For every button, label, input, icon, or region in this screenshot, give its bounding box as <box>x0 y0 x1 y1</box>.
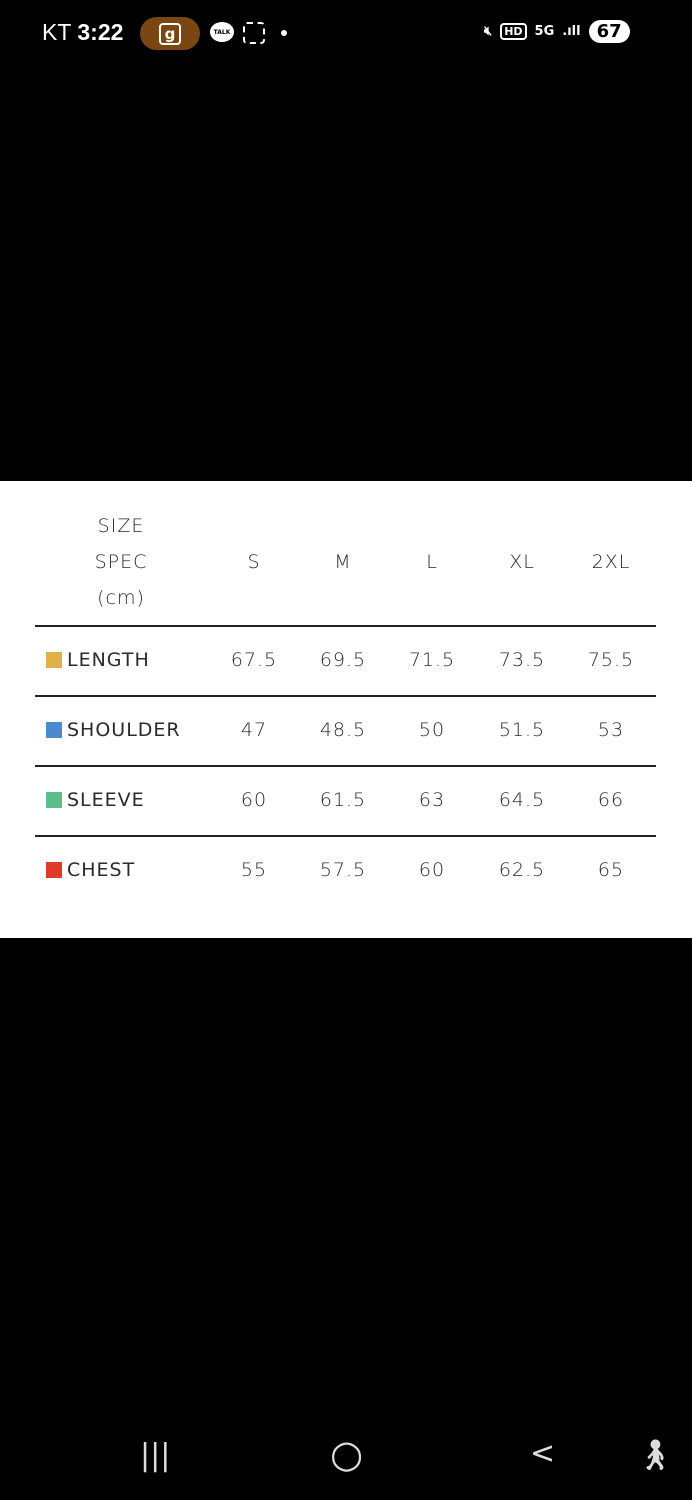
hd-voice-icon: HD <box>500 23 527 40</box>
row-label: SHOULDER <box>67 719 181 741</box>
carrier: KT <box>42 19 71 45</box>
size-header: 2XL <box>591 551 631 573</box>
home-button[interactable]: ○ <box>330 1432 364 1476</box>
spec-header: SIZE <box>97 515 145 537</box>
recents-button[interactable]: ||| <box>140 1438 171 1473</box>
status-bar: KT 3:22 g TALK 🔇︎ HD 5G .ıll 67 <box>0 0 692 66</box>
table-cell: 75.5 <box>587 649 635 671</box>
table-cell: 60 <box>240 789 268 811</box>
back-button[interactable]: < <box>530 1436 556 1471</box>
size-chart: SIZE SPEC (cm) S M L XL 2XL LENGTH 67.5 69.5 71.5 73… <box>0 481 692 938</box>
table-cell: 57.5 <box>319 859 367 881</box>
table-cell: 65 <box>597 859 625 881</box>
signal-icon: .ıll <box>562 24 581 39</box>
clock: 3:22 <box>77 19 124 45</box>
battery-icon: 67 <box>588 20 630 43</box>
size-header: M <box>334 551 352 573</box>
table-cell: 62.5 <box>498 859 546 881</box>
color-swatch <box>46 862 62 878</box>
color-swatch <box>46 652 62 668</box>
size-header: S <box>247 551 261 573</box>
row-divider <box>35 835 656 837</box>
table-cell: 69.5 <box>319 649 367 671</box>
spec-header: (cm) <box>97 587 145 609</box>
table-cell: 55 <box>240 859 268 881</box>
network-5g-icon: 5G <box>534 24 555 39</box>
table-cell: 66 <box>597 789 625 811</box>
size-header: XL <box>509 551 535 573</box>
table-cell: 63 <box>418 789 446 811</box>
more-notifications-dot-icon <box>281 30 287 36</box>
navigation-bar: ||| ○ < 🚶︎ <box>0 1432 692 1480</box>
table-cell: 73.5 <box>498 649 546 671</box>
screenshot-icon <box>243 22 265 44</box>
kakaotalk-icon: TALK <box>210 22 234 42</box>
mute-icon: 🔇︎ <box>484 24 493 39</box>
row-label: SLEEVE <box>67 789 145 811</box>
color-swatch <box>46 792 62 808</box>
row-divider <box>35 625 656 627</box>
size-header: L <box>426 551 438 573</box>
table-cell: 60 <box>418 859 446 881</box>
table-cell: 71.5 <box>408 649 456 671</box>
table-row-label: LENGTH <box>46 649 150 671</box>
row-divider <box>35 695 656 697</box>
table-row-label: SHOULDER <box>46 719 181 741</box>
table-cell: 61.5 <box>319 789 367 811</box>
table-cell: 67.5 <box>230 649 278 671</box>
table-row-label: CHEST <box>46 859 135 881</box>
table-cell: 48.5 <box>319 719 367 741</box>
row-label: LENGTH <box>67 649 150 671</box>
spec-header: SPEC <box>94 551 148 573</box>
table-row-label: SLEEVE <box>46 789 145 811</box>
table-cell: 64.5 <box>498 789 546 811</box>
accessibility-icon[interactable]: 🚶︎ <box>636 1438 675 1473</box>
row-divider <box>35 765 656 767</box>
table-cell: 53 <box>597 719 625 741</box>
table-cell: 50 <box>418 719 446 741</box>
row-label: CHEST <box>67 859 136 881</box>
g-app-notification-icon: g <box>140 17 200 50</box>
table-cell: 47 <box>240 719 268 741</box>
color-swatch <box>46 722 62 738</box>
table-cell: 51.5 <box>498 719 546 741</box>
